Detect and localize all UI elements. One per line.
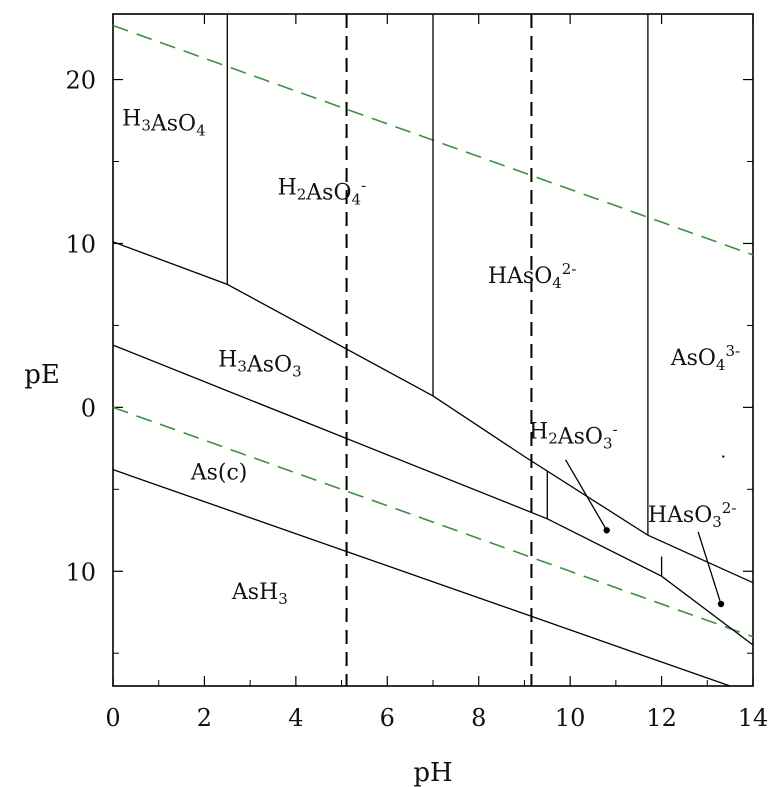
boundary-line — [112, 241, 754, 584]
x-tick-label: 6 — [380, 704, 395, 732]
stray-dot — [722, 455, 725, 458]
y-tick-label: 10 — [65, 558, 96, 586]
species-label: HAsO42- — [488, 260, 577, 292]
y-tick-label: 20 — [65, 67, 96, 95]
x-tick-label: 2 — [197, 704, 212, 732]
species-label: HAsO32- — [648, 499, 737, 531]
axis-ticks: 0 2 4 6 8 10 12 14 20 10 0 10 — [65, 14, 768, 732]
pointer-line — [697, 531, 722, 605]
x-tick-label: 14 — [738, 704, 769, 732]
species-label: As(c) — [190, 460, 248, 485]
species-label: AsO43- — [670, 342, 740, 374]
species-label: H2AsO3- — [529, 420, 618, 453]
label-pointers — [565, 455, 725, 608]
x-tick-label: 12 — [646, 704, 677, 732]
water-limit-line-lower — [112, 406, 754, 638]
x-tick-label: 4 — [288, 704, 303, 732]
species-label: AsH3 — [231, 580, 288, 608]
species-label: H3AsO4 — [122, 106, 205, 139]
y-tick-label: 0 — [81, 394, 96, 422]
pointer-dot — [603, 527, 610, 534]
y-tick-label: 10 — [65, 230, 96, 258]
species-label: H2AsO4- — [278, 175, 367, 208]
x-axis-title: pH — [413, 758, 452, 787]
boundary-line — [112, 344, 754, 646]
pointer-dot — [717, 600, 725, 608]
phase-boundaries — [112, 14, 754, 687]
x-tick-label: 8 — [471, 704, 486, 732]
boundary-line — [112, 468, 731, 687]
species-labels: H3AsO4 H2AsO4- HAsO42- AsO43- H3AsO3 H2AsO3- H… — [122, 106, 740, 608]
species-label: H3AsO3 — [218, 347, 302, 380]
y-axis-title: pE — [24, 360, 60, 390]
dashed-reference-lines — [345, 14, 533, 686]
x-tick-label: 0 — [105, 704, 120, 732]
x-tick-label: 10 — [555, 704, 586, 732]
pointer-line — [565, 459, 608, 531]
